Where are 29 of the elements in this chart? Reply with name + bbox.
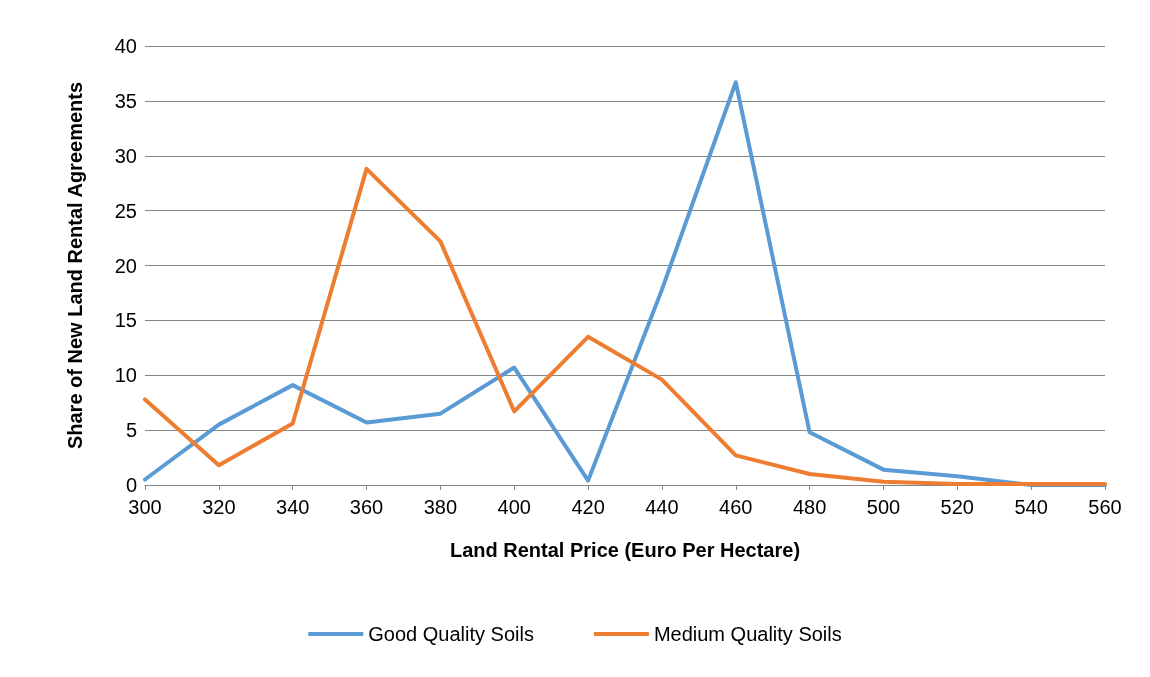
y-tick-label: 40 — [114, 35, 137, 57]
x-tick-label: 360 — [349, 496, 384, 518]
x-tick-label: 540 — [1014, 496, 1048, 518]
legend-label: Good Quality Soils — [368, 623, 534, 645]
x-tick-label: 500 — [866, 496, 901, 518]
x-tick-label: 520 — [940, 496, 974, 518]
legend-label: Medium Quality Soils — [653, 623, 842, 645]
x-axis-title: Land Rental Price (Euro Per Hectare) — [449, 539, 801, 561]
y-tick-label: 30 — [114, 144, 137, 167]
y-tick-label: 5 — [125, 419, 137, 442]
y-tick-label: 0 — [125, 474, 137, 496]
y-axis-title: Share of New Land Rental Agreements — [64, 81, 86, 450]
line-series — [143, 166, 1107, 486]
x-tick-label: 460 — [719, 496, 753, 518]
y-tick-label: 15 — [114, 309, 137, 332]
x-tick-label: 400 — [497, 496, 531, 518]
x-tick-label: 560 — [1088, 496, 1122, 518]
x-tick-label: 420 — [571, 496, 605, 518]
y-tick-label: 25 — [114, 199, 137, 222]
x-tick-label: 380 — [423, 496, 458, 518]
x-tick-label: 300 — [128, 496, 162, 518]
y-tick-label: 20 — [114, 254, 137, 277]
x-tick-label: 480 — [792, 496, 827, 518]
y-tick-label: 35 — [114, 89, 137, 112]
y-tick-label: 10 — [114, 364, 137, 387]
x-tick-label: 440 — [645, 496, 679, 518]
line-series — [143, 80, 1107, 487]
x-tick-label: 320 — [202, 496, 236, 518]
x-tick-label: 340 — [276, 496, 310, 518]
